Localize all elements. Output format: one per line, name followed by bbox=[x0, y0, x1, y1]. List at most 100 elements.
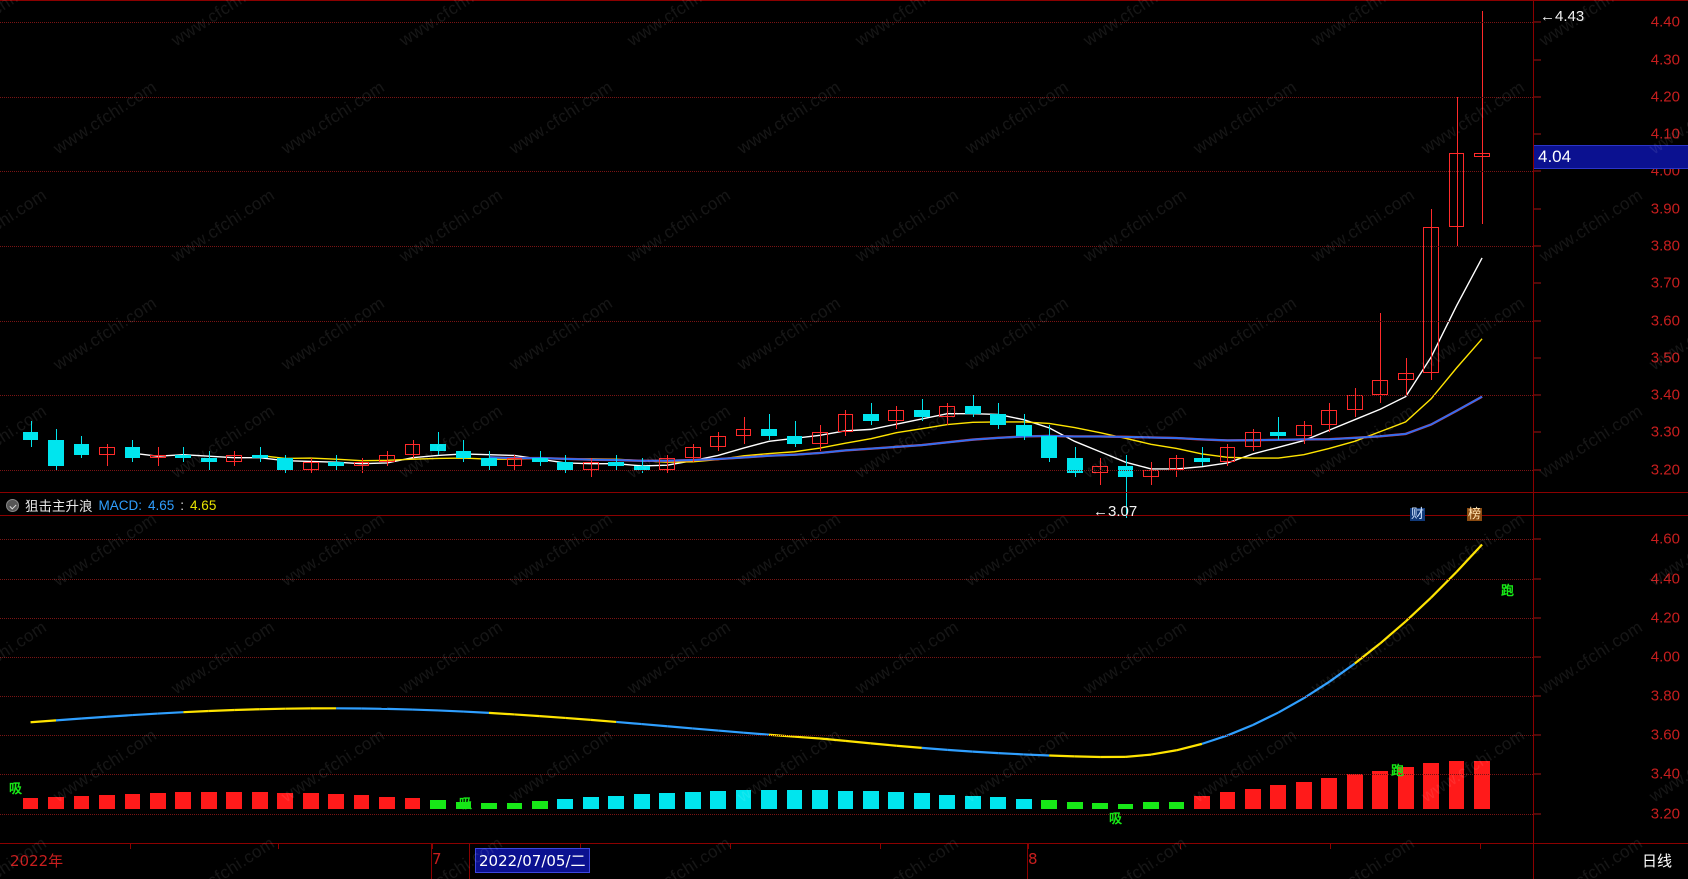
candlestick bbox=[1117, 465, 1134, 478]
candlestick-wick bbox=[1126, 454, 1127, 519]
date-tick bbox=[580, 844, 581, 849]
histogram-bar bbox=[1474, 761, 1490, 809]
histogram-bar bbox=[99, 794, 115, 809]
high-annotation: ←4.43 bbox=[1540, 8, 1585, 25]
histogram-bar bbox=[277, 792, 294, 809]
date-tick bbox=[1330, 844, 1331, 849]
indicator-line bbox=[259, 707, 286, 711]
price-chart-panel[interactable] bbox=[0, 0, 1533, 519]
indicator-line bbox=[1354, 642, 1381, 665]
date-cursor-line bbox=[469, 844, 470, 879]
candlestick-wick bbox=[1329, 402, 1330, 433]
collapse-icon[interactable] bbox=[6, 498, 19, 512]
indicator-line bbox=[463, 710, 489, 714]
candlestick bbox=[200, 458, 217, 463]
histogram-bar bbox=[481, 803, 497, 809]
candlestick-wick bbox=[744, 417, 745, 444]
histogram-bar bbox=[939, 794, 956, 809]
indicator-line bbox=[1328, 662, 1356, 683]
axis-tick-mark bbox=[1534, 394, 1541, 396]
current-price-value: 4.04 bbox=[1538, 146, 1572, 166]
histogram-bar bbox=[964, 796, 981, 809]
candlestick-wick bbox=[31, 421, 32, 448]
date-tick bbox=[130, 844, 131, 849]
histogram-bar bbox=[48, 796, 64, 809]
candlestick-wick bbox=[591, 458, 592, 478]
indicator-line bbox=[1074, 755, 1101, 759]
price-axis-tick: 3.90 bbox=[1650, 200, 1680, 218]
histogram-bar bbox=[1372, 770, 1389, 809]
candlestick bbox=[302, 462, 319, 470]
indicator-line bbox=[590, 718, 617, 724]
histogram-bar bbox=[812, 790, 828, 809]
candlestick-wick bbox=[1227, 443, 1228, 466]
histogram-bar bbox=[888, 792, 905, 809]
indicator-line bbox=[234, 708, 260, 712]
histogram-bar bbox=[251, 792, 268, 809]
date-tick bbox=[1180, 844, 1181, 849]
indicator-axis-tick: 3.60 bbox=[1650, 726, 1680, 744]
price-axis-tick: 3.50 bbox=[1650, 349, 1680, 367]
candlestick-wick bbox=[998, 402, 999, 429]
histogram-bar bbox=[557, 798, 574, 809]
candlestick-wick bbox=[1253, 428, 1254, 451]
candlestick-wick bbox=[1355, 387, 1356, 418]
candlestick-wick bbox=[1075, 447, 1076, 478]
histogram-bar bbox=[863, 791, 879, 809]
candlestick-wick bbox=[107, 443, 108, 466]
price-axis[interactable]: 4.40 4.30 4.20 4.10 4.00 3.90 3.80 3.70 3.60 3.50… bbox=[1533, 0, 1688, 879]
indicator-line bbox=[870, 742, 897, 747]
candlestick-wick bbox=[514, 454, 515, 470]
gridline bbox=[0, 539, 1533, 541]
candlestick-wick bbox=[1406, 357, 1407, 396]
candlestick-wick bbox=[438, 432, 439, 455]
indicator-line bbox=[565, 716, 591, 721]
candlestick bbox=[22, 432, 39, 440]
date-tick bbox=[432, 844, 433, 849]
candlestick-wick bbox=[922, 398, 923, 422]
indicator-title-bar[interactable]: 狙击主升浪 MACD: 4.65 : 4.65 bbox=[0, 495, 1533, 515]
gridline bbox=[0, 735, 1533, 737]
indicator-line bbox=[539, 715, 566, 720]
axis-tick-mark bbox=[1534, 320, 1541, 322]
candlestick-wick bbox=[540, 451, 541, 466]
indicator-axis-tick: 4.20 bbox=[1650, 609, 1680, 627]
date-axis[interactable]: 2022年 7 2022/07/05/二 8 日线 bbox=[0, 843, 1688, 879]
candlestick-wick bbox=[642, 458, 643, 474]
histogram-bar bbox=[990, 797, 1007, 809]
candlestick-wick bbox=[1380, 313, 1381, 403]
mark-xi-2: 吸 bbox=[459, 797, 473, 812]
mark-cai: 财 bbox=[1410, 507, 1426, 522]
candlestick-wick bbox=[1024, 413, 1025, 440]
gridline bbox=[0, 656, 1533, 658]
candlestick bbox=[1448, 152, 1465, 228]
macd-dif-value: 4.65 bbox=[148, 497, 175, 513]
indicator-chart-panel[interactable] bbox=[0, 516, 1533, 843]
candlestick-wick bbox=[1049, 424, 1050, 463]
candlestick-wick bbox=[947, 402, 948, 425]
indicator-line bbox=[1252, 711, 1279, 726]
candlestick-wick bbox=[1151, 462, 1152, 485]
date-selected-label[interactable]: 2022/07/05/二 bbox=[475, 848, 590, 873]
axis-tick-mark bbox=[1534, 21, 1541, 23]
panel-separator bbox=[0, 492, 1688, 493]
macd-separator: : bbox=[180, 497, 185, 513]
indicator-line bbox=[1455, 543, 1483, 573]
histogram-bar bbox=[913, 793, 930, 809]
mark-xi-3: 吸 bbox=[1109, 812, 1123, 827]
indicator-line bbox=[106, 713, 133, 718]
candlestick bbox=[964, 406, 981, 414]
indicator-line bbox=[1201, 734, 1228, 745]
axis-tick-mark bbox=[1534, 813, 1541, 815]
date-tick bbox=[730, 844, 731, 849]
histogram-bar bbox=[226, 792, 243, 809]
axis-tick-mark bbox=[1534, 282, 1541, 284]
candlestick bbox=[149, 454, 166, 459]
gridline bbox=[0, 617, 1533, 619]
gridline bbox=[0, 171, 1533, 173]
histogram-bar bbox=[531, 800, 548, 809]
axis-tick-mark bbox=[1534, 133, 1541, 135]
ma-line-5 bbox=[132, 257, 1483, 470]
price-axis-tick: 4.10 bbox=[1650, 125, 1680, 143]
